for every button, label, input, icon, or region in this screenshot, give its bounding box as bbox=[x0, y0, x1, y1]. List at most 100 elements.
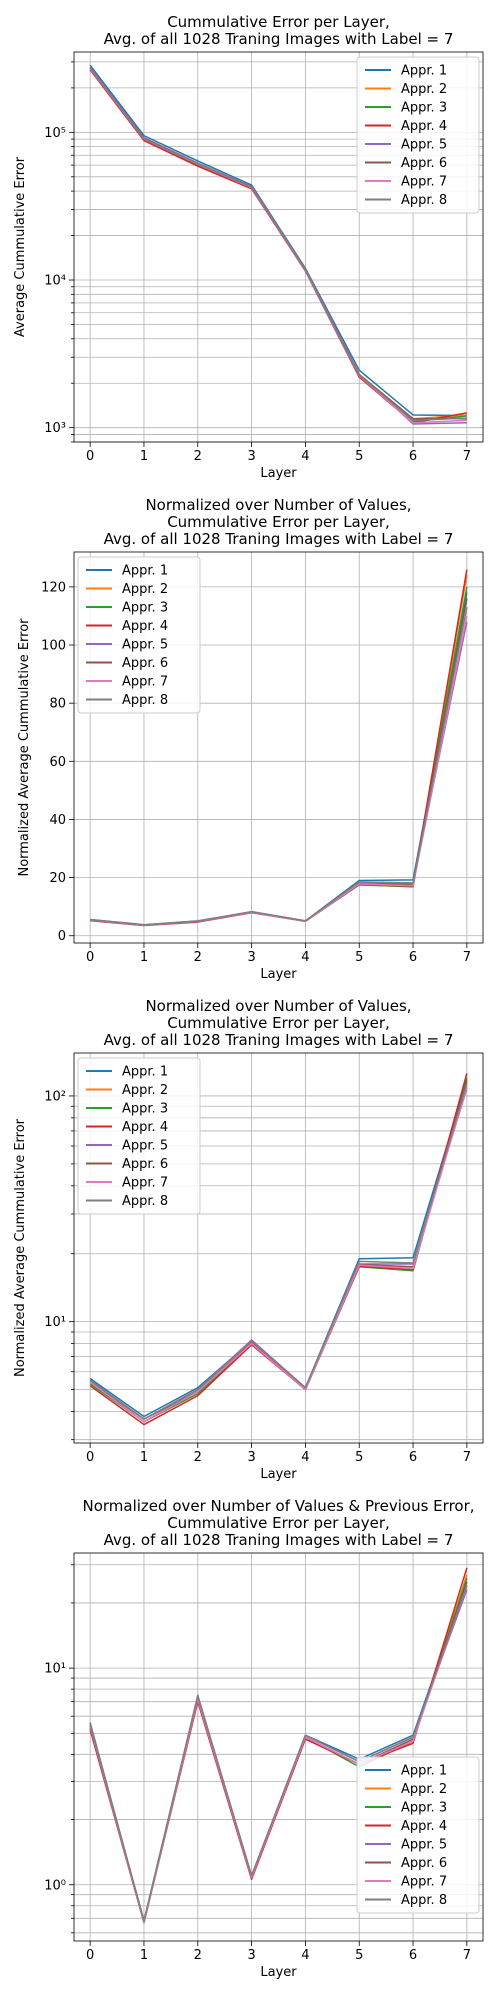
x-tick-label: 6 bbox=[409, 1948, 417, 1963]
legend-label: Appr. 6 bbox=[401, 156, 447, 171]
x-axis-label: Layer bbox=[260, 967, 297, 982]
legend-label: Appr. 4 bbox=[122, 1120, 168, 1135]
x-tick-label: 7 bbox=[463, 1450, 471, 1465]
x-tick-label: 1 bbox=[140, 449, 148, 464]
series-group bbox=[89, 1567, 468, 1924]
series-line-8 bbox=[89, 1585, 468, 1922]
chart-2: 0 1 2 3 4 5 6 7 0 20 40 60 80 100 120 Layer Normalized A… bbox=[17, 496, 484, 982]
x-tick-label: 5 bbox=[355, 449, 363, 464]
legend-label: Appr. 3 bbox=[401, 1801, 447, 1816]
legend-label: Appr. 5 bbox=[401, 138, 447, 153]
legend-label: Appr. 6 bbox=[122, 1157, 168, 1172]
legend-label: Appr. 4 bbox=[401, 119, 447, 134]
legend: Appr. 1 Appr. 2 Appr. 3 Appr. 4 Appr. 5 Appr.… bbox=[356, 1756, 480, 1914]
x-tick-label: 7 bbox=[463, 449, 471, 464]
series-line-8 bbox=[90, 607, 468, 926]
axes-frame bbox=[73, 51, 484, 443]
y-axis-label: Normalized Average Cummulative Error bbox=[13, 1118, 28, 1377]
legend-box bbox=[356, 56, 480, 214]
series-group bbox=[89, 1073, 468, 1426]
legend-label: Appr. 1 bbox=[401, 64, 447, 79]
x-axis-label: Layer bbox=[260, 466, 297, 481]
chart-title-line: Cummulative Error per Layer, bbox=[167, 13, 390, 31]
x-tick-label: 4 bbox=[301, 1948, 309, 1963]
legend-label: Appr. 2 bbox=[401, 82, 447, 97]
legend-box bbox=[77, 1057, 201, 1215]
grid bbox=[69, 1053, 483, 1443]
x-tick-label: 4 bbox=[301, 950, 309, 965]
y-tick-label: 10¹ bbox=[44, 1315, 66, 1330]
y-tick-label: 10⁴ bbox=[44, 274, 66, 289]
y-axis-label: Average Cummulative Error bbox=[13, 156, 28, 337]
legend: Appr. 1 Appr. 2 Appr. 3 Appr. 4 Appr. 5 Appr.… bbox=[77, 1057, 201, 1215]
y-tick-label: 120 bbox=[41, 580, 66, 595]
legend-label: Appr. 8 bbox=[122, 1194, 168, 1209]
axes-frame bbox=[73, 1052, 484, 1444]
chart-3: 0 1 2 3 4 5 6 7 10¹ 10² Layer Normalized Average Cu… bbox=[13, 997, 484, 1482]
x-tick-label: 7 bbox=[463, 950, 471, 965]
legend-label: Appr. 2 bbox=[401, 1782, 447, 1797]
x-tick-label: 0 bbox=[86, 449, 94, 464]
x-tick-label: 3 bbox=[247, 1450, 255, 1465]
y-tick-label: 10⁰ bbox=[44, 1878, 66, 1893]
x-axis-label: Layer bbox=[260, 1467, 297, 1482]
legend-box bbox=[77, 556, 201, 714]
y-tick-label: 10¹ bbox=[44, 1662, 66, 1677]
x-tick-label: 1 bbox=[140, 1948, 148, 1963]
legend-label: Appr. 8 bbox=[401, 1893, 447, 1908]
x-axis-label: Layer bbox=[260, 1965, 297, 1980]
legend: Appr. 1 Appr. 2 Appr. 3 Appr. 4 Appr. 5 Appr.… bbox=[77, 556, 201, 714]
chart-title-line: Avg. of all 1028 Traning Images with Lab… bbox=[104, 1031, 454, 1049]
chart-title-line: Avg. of all 1028 Traning Images with Lab… bbox=[104, 30, 454, 48]
legend-label: Appr. 3 bbox=[122, 601, 168, 616]
legend-label: Appr. 5 bbox=[122, 638, 168, 653]
y-tick-label: 10⁵ bbox=[44, 126, 66, 141]
y-tick-label: 20 bbox=[49, 871, 66, 886]
chart-title-line: Cummulative Error per Layer, bbox=[167, 1514, 390, 1532]
x-tick-label: 1 bbox=[140, 1450, 148, 1465]
chart-1: 0 1 2 3 4 5 6 7 10³ 10⁴ 10⁵ Layer Average Cummulativ… bbox=[13, 13, 484, 481]
y-tick-label: 80 bbox=[49, 697, 66, 712]
x-tick-label: 0 bbox=[86, 1948, 94, 1963]
x-tick-label: 6 bbox=[409, 1450, 417, 1465]
x-tick-label: 0 bbox=[86, 950, 94, 965]
x-tick-label: 1 bbox=[140, 950, 148, 965]
x-tick-label: 5 bbox=[355, 1450, 363, 1465]
series-group bbox=[89, 64, 467, 425]
legend-label: Appr. 1 bbox=[401, 1764, 447, 1779]
x-tick-label: 2 bbox=[194, 449, 202, 464]
y-tick-label: 10³ bbox=[44, 421, 66, 436]
legend-label: Appr. 8 bbox=[401, 193, 447, 208]
x-tick-label: 2 bbox=[194, 950, 202, 965]
x-tick-label: 2 bbox=[194, 1450, 202, 1465]
legend-label: Appr. 7 bbox=[122, 1176, 168, 1191]
y-tick-label: 0 bbox=[58, 929, 66, 944]
y-axis-label: Normalized Average Cummulative Error bbox=[17, 618, 32, 877]
x-tick-label: 3 bbox=[247, 950, 255, 965]
series-group bbox=[90, 569, 468, 927]
chart-title: Normalized over Number of Values,Cummula… bbox=[104, 496, 454, 548]
legend-label: Appr. 6 bbox=[401, 1856, 447, 1871]
legend-label: Appr. 5 bbox=[122, 1139, 168, 1154]
x-tick-label: 3 bbox=[247, 449, 255, 464]
x-tick-label: 6 bbox=[409, 449, 417, 464]
legend-label: Appr. 3 bbox=[122, 1102, 168, 1117]
chart-4: 0 1 2 3 4 5 6 7 10⁰ 10¹ Layer Normalized over Numbe… bbox=[44, 1497, 484, 1980]
legend-label: Appr. 7 bbox=[401, 1875, 447, 1890]
chart-title: Normalized over Number of Values,Cummula… bbox=[104, 997, 454, 1049]
chart-title-line: Avg. of all 1028 Traning Images with Lab… bbox=[104, 530, 454, 548]
legend-label: Appr. 7 bbox=[122, 675, 168, 690]
x-tick-label: 0 bbox=[86, 1450, 94, 1465]
x-tick-label: 5 bbox=[355, 950, 363, 965]
legend-label: Appr. 4 bbox=[401, 1819, 447, 1834]
legend-label: Appr. 3 bbox=[401, 101, 447, 116]
chart-title-line: Normalized over Number of Values, bbox=[145, 496, 411, 514]
x-tick-label: 3 bbox=[247, 1948, 255, 1963]
y-tick-label: 60 bbox=[49, 755, 66, 770]
y-tick-label: 10² bbox=[44, 1089, 66, 1104]
x-tick-label: 4 bbox=[301, 1450, 309, 1465]
chart-title-line: Normalized over Number of Values & Previ… bbox=[82, 1497, 474, 1515]
x-tick-label: 6 bbox=[409, 950, 417, 965]
series-line-7 bbox=[89, 1086, 468, 1423]
